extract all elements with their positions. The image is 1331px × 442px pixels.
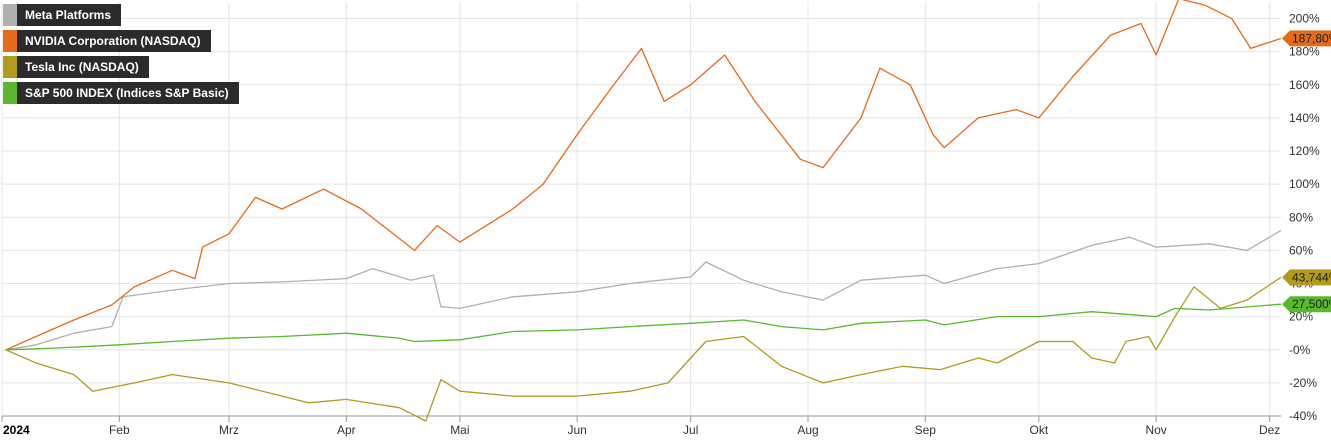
y-tick-label: -0% (1289, 343, 1311, 357)
legend-label: Tesla Inc (NASDAQ) (25, 60, 139, 74)
y-tick-label: 60% (1289, 243, 1313, 257)
y-tick-label: 140% (1289, 111, 1320, 125)
legend-item-meta[interactable]: Meta Platforms (3, 4, 122, 26)
end-value-label: 27,500% (1292, 297, 1331, 311)
x-tick-label: Nov (1145, 423, 1166, 437)
series-line-0 (5, 229, 1282, 351)
y-tick-label: 200% (1289, 12, 1320, 26)
y-tick-label: 80% (1289, 210, 1313, 224)
x-tick-label: Apr (337, 423, 356, 437)
series-line-2 (5, 276, 1282, 422)
legend-swatch (3, 4, 17, 26)
x-tick-label: Jul (683, 423, 698, 437)
x-tick-label: Mai (450, 423, 469, 437)
series-line-1 (5, 0, 1282, 351)
end-value-label: 43,744% (1292, 270, 1331, 284)
x-tick-label: Jun (567, 423, 586, 437)
end-value-tag (1282, 296, 1331, 313)
end-value-tag (1282, 269, 1331, 286)
legend: Meta Platforms NVIDIA Corporation (NASDA… (3, 4, 239, 104)
legend-swatch (3, 56, 17, 78)
legend-label: Meta Platforms (25, 8, 112, 22)
x-tick-label: Aug (797, 423, 818, 437)
y-tick-label: -40% (1289, 409, 1317, 423)
x-tick-label: Feb (109, 423, 130, 437)
legend-swatch (3, 82, 17, 104)
series-line-3 (5, 303, 1282, 351)
legend-item-nvidia[interactable]: NVIDIA Corporation (NASDAQ) (3, 30, 211, 52)
y-tick-label: 180% (1289, 45, 1320, 59)
x-tick-label: Dez (1259, 423, 1280, 437)
y-tick-label: 160% (1289, 78, 1320, 92)
y-tick-label: 120% (1289, 144, 1320, 158)
y-tick-label: 20% (1289, 310, 1313, 324)
x-tick-label: Okt (1029, 423, 1048, 437)
x-tick-label: 2024 (3, 423, 30, 437)
x-tick-label: Mrz (219, 423, 239, 437)
end-value-label: 187,80% (1292, 31, 1331, 45)
end-value-tag (1282, 30, 1331, 47)
legend-swatch (3, 30, 17, 52)
y-tick-label: 100% (1289, 177, 1320, 191)
x-tick-label: Sep (915, 423, 937, 437)
legend-label: S&P 500 INDEX (Indices S&P Basic) (25, 86, 229, 100)
legend-label: NVIDIA Corporation (NASDAQ) (25, 34, 201, 48)
y-tick-label: -20% (1289, 376, 1317, 390)
legend-item-sp500[interactable]: S&P 500 INDEX (Indices S&P Basic) (3, 82, 239, 104)
legend-item-tesla[interactable]: Tesla Inc (NASDAQ) (3, 56, 149, 78)
